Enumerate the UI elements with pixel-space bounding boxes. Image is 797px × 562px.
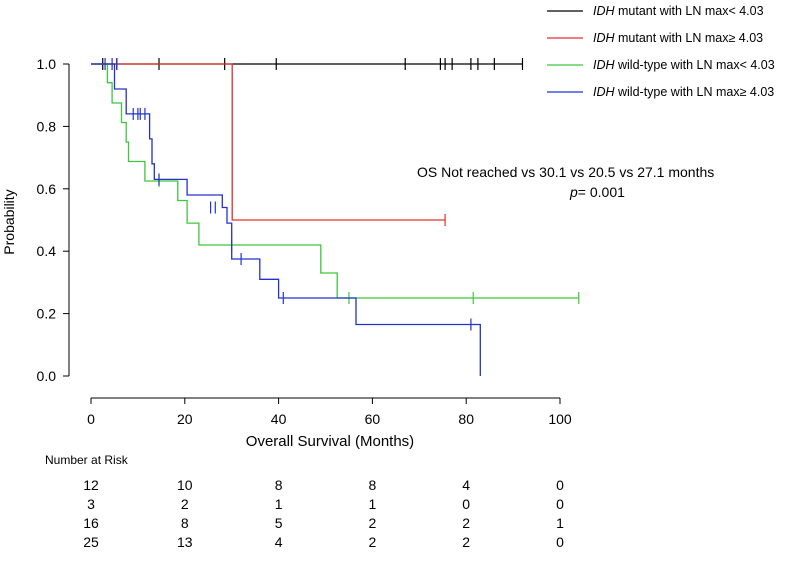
y-tick-label: 0.6 [37, 181, 57, 197]
x-tick-label: 100 [548, 411, 572, 427]
risk-table-cell: 12 [83, 477, 99, 493]
x-axis-ticks: 0 20 40 60 80 100 [87, 398, 572, 427]
legend-text-part: wild-type with LN max< 4.03 [615, 58, 775, 72]
risk-table-cell: 4 [275, 534, 283, 550]
risk-table-cell: 2 [369, 534, 377, 550]
risk-table-cell: 8 [181, 515, 189, 531]
legend-italic-part: IDH [593, 4, 616, 18]
risk-table: 12 10 8 8 4 03 2 1 1 0 016 8 5 2 2 125 13 4 2 2 0 [83, 477, 564, 550]
risk-table-cell: 10 [177, 477, 193, 493]
risk-table-cell: 1 [556, 515, 564, 531]
risk-table-cell: 25 [83, 534, 99, 550]
legend-text-part: wild-type with LN max≥ 4.03 [615, 85, 775, 99]
risk-table-cell: 8 [275, 477, 283, 493]
risk-table-cell: 13 [177, 534, 193, 550]
y-tick-label: 0.2 [37, 306, 57, 322]
legend-text-part: mutant with LN max< 4.03 [615, 4, 764, 18]
risk-table-cell: 0 [556, 477, 564, 493]
risk-table-cell: 4 [462, 477, 470, 493]
y-tick-label: 0.0 [37, 368, 57, 384]
risk-table-cell: 3 [87, 496, 95, 512]
y-axis-ticks: 0.0 0.2 0.4 0.6 0.8 1.0 [37, 56, 69, 384]
os-annotation: OS Not reached vs 30.1 vs 20.5 vs 27.1 m… [417, 164, 714, 180]
legend-entry: IDH wild-type with LN max< 4.03 [593, 58, 775, 72]
risk-table-cell: 0 [556, 534, 564, 550]
x-tick-label: 80 [458, 411, 474, 427]
legend-text-part: mutant with LN max≥ 4.03 [615, 31, 764, 45]
risk-table-cell: 16 [83, 515, 99, 531]
legend-italic-part: IDH [593, 58, 616, 72]
risk-table-cell: 2 [462, 534, 470, 550]
risk-table-cell: 5 [275, 515, 283, 531]
survival-curve-series-3 [91, 63, 579, 299]
x-tick-label: 0 [87, 411, 95, 427]
p-value: = 0.001 [578, 184, 625, 200]
survival-curve-series-4 [91, 63, 481, 376]
legend-entry: IDH mutant with LN max≥ 4.03 [593, 31, 763, 45]
series-2-group [91, 63, 446, 226]
risk-table-cell: 2 [369, 515, 377, 531]
legend-italic-part: IDH [593, 31, 616, 45]
series-4-group [91, 58, 481, 376]
risk-table-cell: 2 [462, 515, 470, 531]
risk-table-title: Number at Risk [45, 453, 129, 467]
p-label: p [569, 184, 578, 200]
y-tick-label: 0.8 [37, 118, 57, 134]
risk-table-cell: 2 [181, 496, 189, 512]
risk-table-cell: 1 [369, 496, 377, 512]
legend-entry: IDH wild-type with LN max≥ 4.03 [593, 85, 774, 99]
risk-table-cell: 0 [556, 496, 564, 512]
legend-italic-part: IDH [593, 85, 616, 99]
survival-curves [91, 58, 580, 376]
y-axis-label: Probability [1, 189, 17, 254]
x-tick-label: 20 [177, 411, 193, 427]
y-tick-label: 1.0 [37, 56, 57, 72]
x-tick-label: 60 [365, 411, 381, 427]
survival-curve-series-2 [91, 63, 446, 221]
x-axis-label: Overall Survival (Months) [246, 433, 414, 450]
risk-table-cell: 8 [369, 477, 377, 493]
x-tick-label: 40 [271, 411, 287, 427]
p-value-annotation: p= 0.001 [569, 184, 625, 200]
y-tick-label: 0.4 [37, 243, 57, 259]
series-3-group [91, 63, 580, 304]
legend-entry: IDH mutant with LN max< 4.03 [593, 4, 764, 18]
risk-table-cell: 0 [462, 496, 470, 512]
risk-table-cell: 1 [275, 496, 283, 512]
